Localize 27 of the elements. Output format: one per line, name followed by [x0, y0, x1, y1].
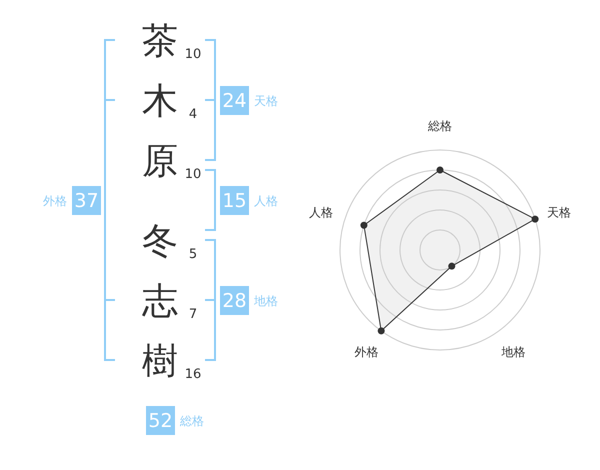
text: 総格: [179, 414, 204, 428]
category-label: 志: [142, 281, 178, 322]
spoke-label: 総格: [427, 119, 452, 133]
spoke-label: 天格: [546, 205, 571, 220]
category-label: 茶: [142, 21, 178, 62]
data-label: 5: [188, 247, 198, 262]
text: 天格: [254, 94, 278, 108]
text: 28: [222, 290, 247, 312]
category-label: 木: [142, 81, 178, 122]
text: 52: [148, 410, 173, 432]
data-label: 16: [184, 367, 202, 382]
category-label: 冬: [142, 221, 178, 262]
text: 24: [222, 90, 247, 112]
data-label: 10: [184, 167, 202, 182]
spoke-label: 地格: [500, 345, 526, 360]
data-label: 10: [184, 47, 202, 62]
category-label: 樹: [142, 341, 178, 382]
spoke-label: 外格: [354, 345, 379, 360]
text: 37: [74, 190, 99, 212]
spoke-label: 人格: [309, 205, 334, 220]
data-label: 4: [188, 107, 198, 122]
text: 人格: [254, 194, 278, 208]
text: 外格: [43, 194, 67, 208]
text: 15: [222, 190, 247, 212]
category-label: 原: [142, 141, 178, 182]
text: 地格: [253, 294, 278, 308]
data-label: 7: [188, 307, 198, 322]
